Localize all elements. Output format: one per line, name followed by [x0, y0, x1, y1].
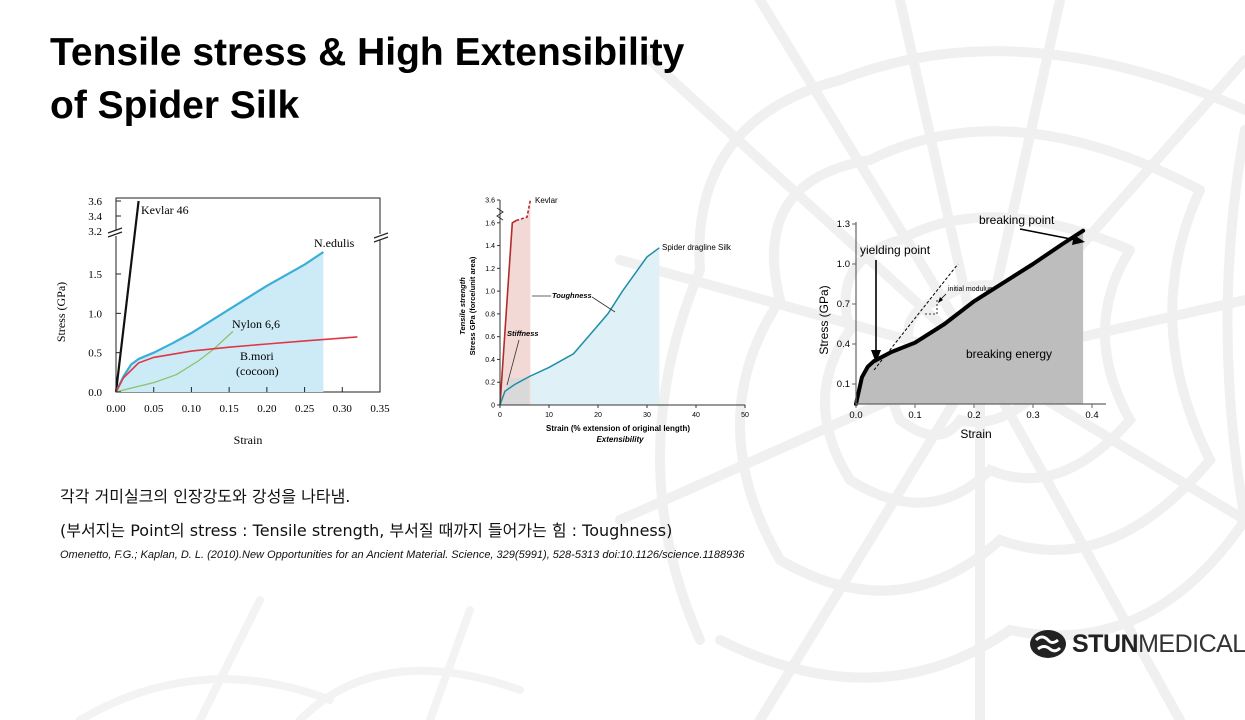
stiffness-area-shade	[500, 200, 531, 405]
label-kevlar-46: Kevlar 46	[141, 203, 189, 217]
breaking-energy-area	[856, 230, 1084, 404]
series-spider-dragline-silk	[499, 247, 660, 406]
x-tick-label: 0.1	[908, 410, 921, 421]
x-tick-label: 10	[545, 412, 553, 419]
y-axis-title-2: Stress GPa (force/unit area)	[468, 256, 477, 355]
y-tick-label: 3.6	[485, 198, 495, 205]
label-breaking-energy: breaking energy	[966, 347, 1052, 361]
logo-light-text: MEDICAL	[1138, 629, 1245, 658]
series-kevlar-46	[114, 200, 140, 393]
x-tick-label: 0.15	[220, 403, 240, 415]
label-toughness: Toughness	[552, 291, 592, 300]
y-axis-title: Stress (GPa)	[54, 282, 68, 342]
y-tick-label: 0.7	[837, 299, 850, 310]
logo-bold-text: STUN	[1072, 629, 1139, 658]
initial-modulus-line	[873, 263, 959, 371]
x-tick-label: 0.20	[257, 403, 277, 415]
series-n-edulis	[115, 251, 325, 393]
title-line-2: of Spider Silk	[50, 84, 300, 127]
title-line-1: Tensile stress & High Extensibility	[50, 31, 685, 74]
x-tick-label: 0.3	[1026, 410, 1039, 421]
y-tick-label: 1.2	[485, 266, 495, 273]
y-tick-label: 1.0	[88, 308, 102, 320]
chart2-axis-break	[496, 207, 504, 221]
x-tick-label: 30	[643, 412, 651, 419]
breaking-arrowhead	[1072, 235, 1085, 245]
citation: Omenetto, F.G.; Kaplan, D. L. (2010).New…	[60, 549, 745, 561]
y-tick-label: 1.3	[837, 219, 850, 230]
y-tick-label: 0.4	[837, 339, 850, 350]
toughness-area-shade	[500, 247, 660, 405]
label-nedulis: N.edulis	[314, 236, 355, 250]
kevlar-vs-spider-silk-chart: 0 10 20 30 40 5000.20.40.60.81.01.21.41.63.6 …	[458, 196, 749, 444]
stress-strain-curve	[854, 228, 1086, 406]
x-tick-label: 0.30	[333, 403, 353, 415]
stunmedical-logo: STUNMEDICAL	[1028, 626, 1245, 662]
x-tick-label: 0.05	[144, 403, 164, 415]
slide-title: Tensile stress & High Extensibility of S…	[50, 26, 850, 132]
label-breaking-point: breaking point	[979, 213, 1055, 227]
label-bmori-cocoon: (cocoon)	[236, 364, 279, 378]
label-initial-modulus: initial modulus	[948, 286, 993, 293]
x-tick-label: 0.35	[370, 403, 390, 415]
x-tick-label: 0.00	[106, 403, 126, 415]
modulus-triangle	[925, 298, 938, 315]
y-tick-label: 0.4	[485, 357, 495, 364]
x-tick-label: 0.10	[182, 403, 202, 415]
x-tick-label: 0.25	[295, 403, 315, 415]
stunmedical-logo-icon	[1030, 630, 1066, 658]
y-tick-label: 0.2	[485, 380, 495, 387]
y-tick-label: 3.6	[88, 196, 102, 208]
breaking-energy-chart: 0.0 0.1 0.2 0.3 0.4 0.1 0.4 0.7 1.0 1.3 initial m…	[817, 213, 1106, 441]
stress-strain-chart-comparison: 0.00 0.05 0.10 0.15 0.20 0.25 0.30 0.35 0.0 0.5 1.…	[54, 196, 390, 447]
caption-line-1: 각각 거미실크의 인장강도와 강성을 나타냄.	[60, 487, 351, 506]
x-tick-label: 0.2	[967, 410, 980, 421]
label-bmori: B.mori	[240, 349, 274, 363]
y-axis-title-1: Tensile strength	[458, 277, 467, 335]
y-tick-label: 1.6	[485, 220, 495, 227]
label-kevlar: Kevlar	[535, 196, 558, 205]
nedulis-area-shade	[116, 252, 324, 392]
y-tick-label: 1.5	[88, 269, 102, 281]
y-tick-label: 1.4	[485, 243, 495, 250]
x-axis-title: Strain	[234, 433, 263, 447]
x-tick-label: 40	[692, 412, 700, 419]
y-tick-label: 0.6	[485, 334, 495, 341]
logo-wordmark: STUNMEDICAL	[1072, 630, 1245, 659]
modulus-arrowhead	[938, 297, 943, 303]
y-tick-label: 3.2	[88, 226, 102, 238]
y-tick-label: 0.5	[88, 348, 102, 360]
y-axis-break	[107, 227, 389, 243]
y-axis-title: Stress (GPa)	[817, 285, 831, 354]
stiffness-triangle-shade	[500, 378, 529, 405]
x-tick-label: 0.4	[1085, 410, 1098, 421]
x-tick-label: 0.0	[849, 410, 862, 421]
label-yielding-point: yielding point	[860, 243, 931, 257]
x-tick-label: 0	[498, 412, 502, 419]
series-b-mori	[115, 336, 358, 393]
breaking-arrow	[1019, 228, 1077, 241]
series-kevlar-break	[515, 199, 532, 222]
y-tick-label: 0.1	[837, 379, 850, 390]
x-axis-title: Strain	[960, 427, 991, 441]
x-tick-label: 20	[594, 412, 602, 419]
label-stiffness: Stiffness	[507, 329, 539, 338]
y-tick-label: 0.8	[485, 311, 495, 318]
yielding-arrowhead	[871, 350, 881, 363]
caption-line-2: (부서지는 Point의 stress : Tensile strength, …	[60, 521, 673, 540]
label-nylon: Nylon 6,6	[232, 317, 280, 331]
x-axis-subtitle: Extensibility	[596, 435, 644, 444]
y-tick-label: 0.0	[88, 387, 102, 399]
stiffness-leader	[506, 339, 520, 386]
x-tick-label: 50	[741, 412, 749, 419]
y-tick-label: 3.4	[88, 211, 102, 223]
y-tick-label: 1.0	[485, 289, 495, 296]
series-kevlar	[499, 219, 517, 406]
x-axis-title: Strain (% extension of original length)	[546, 424, 690, 433]
label-spider-dragline: Spider dragline Silk	[662, 243, 732, 252]
y-tick-label: 0	[491, 403, 495, 410]
toughness-leader	[591, 296, 616, 313]
y-tick-label: 1.0	[837, 259, 850, 270]
